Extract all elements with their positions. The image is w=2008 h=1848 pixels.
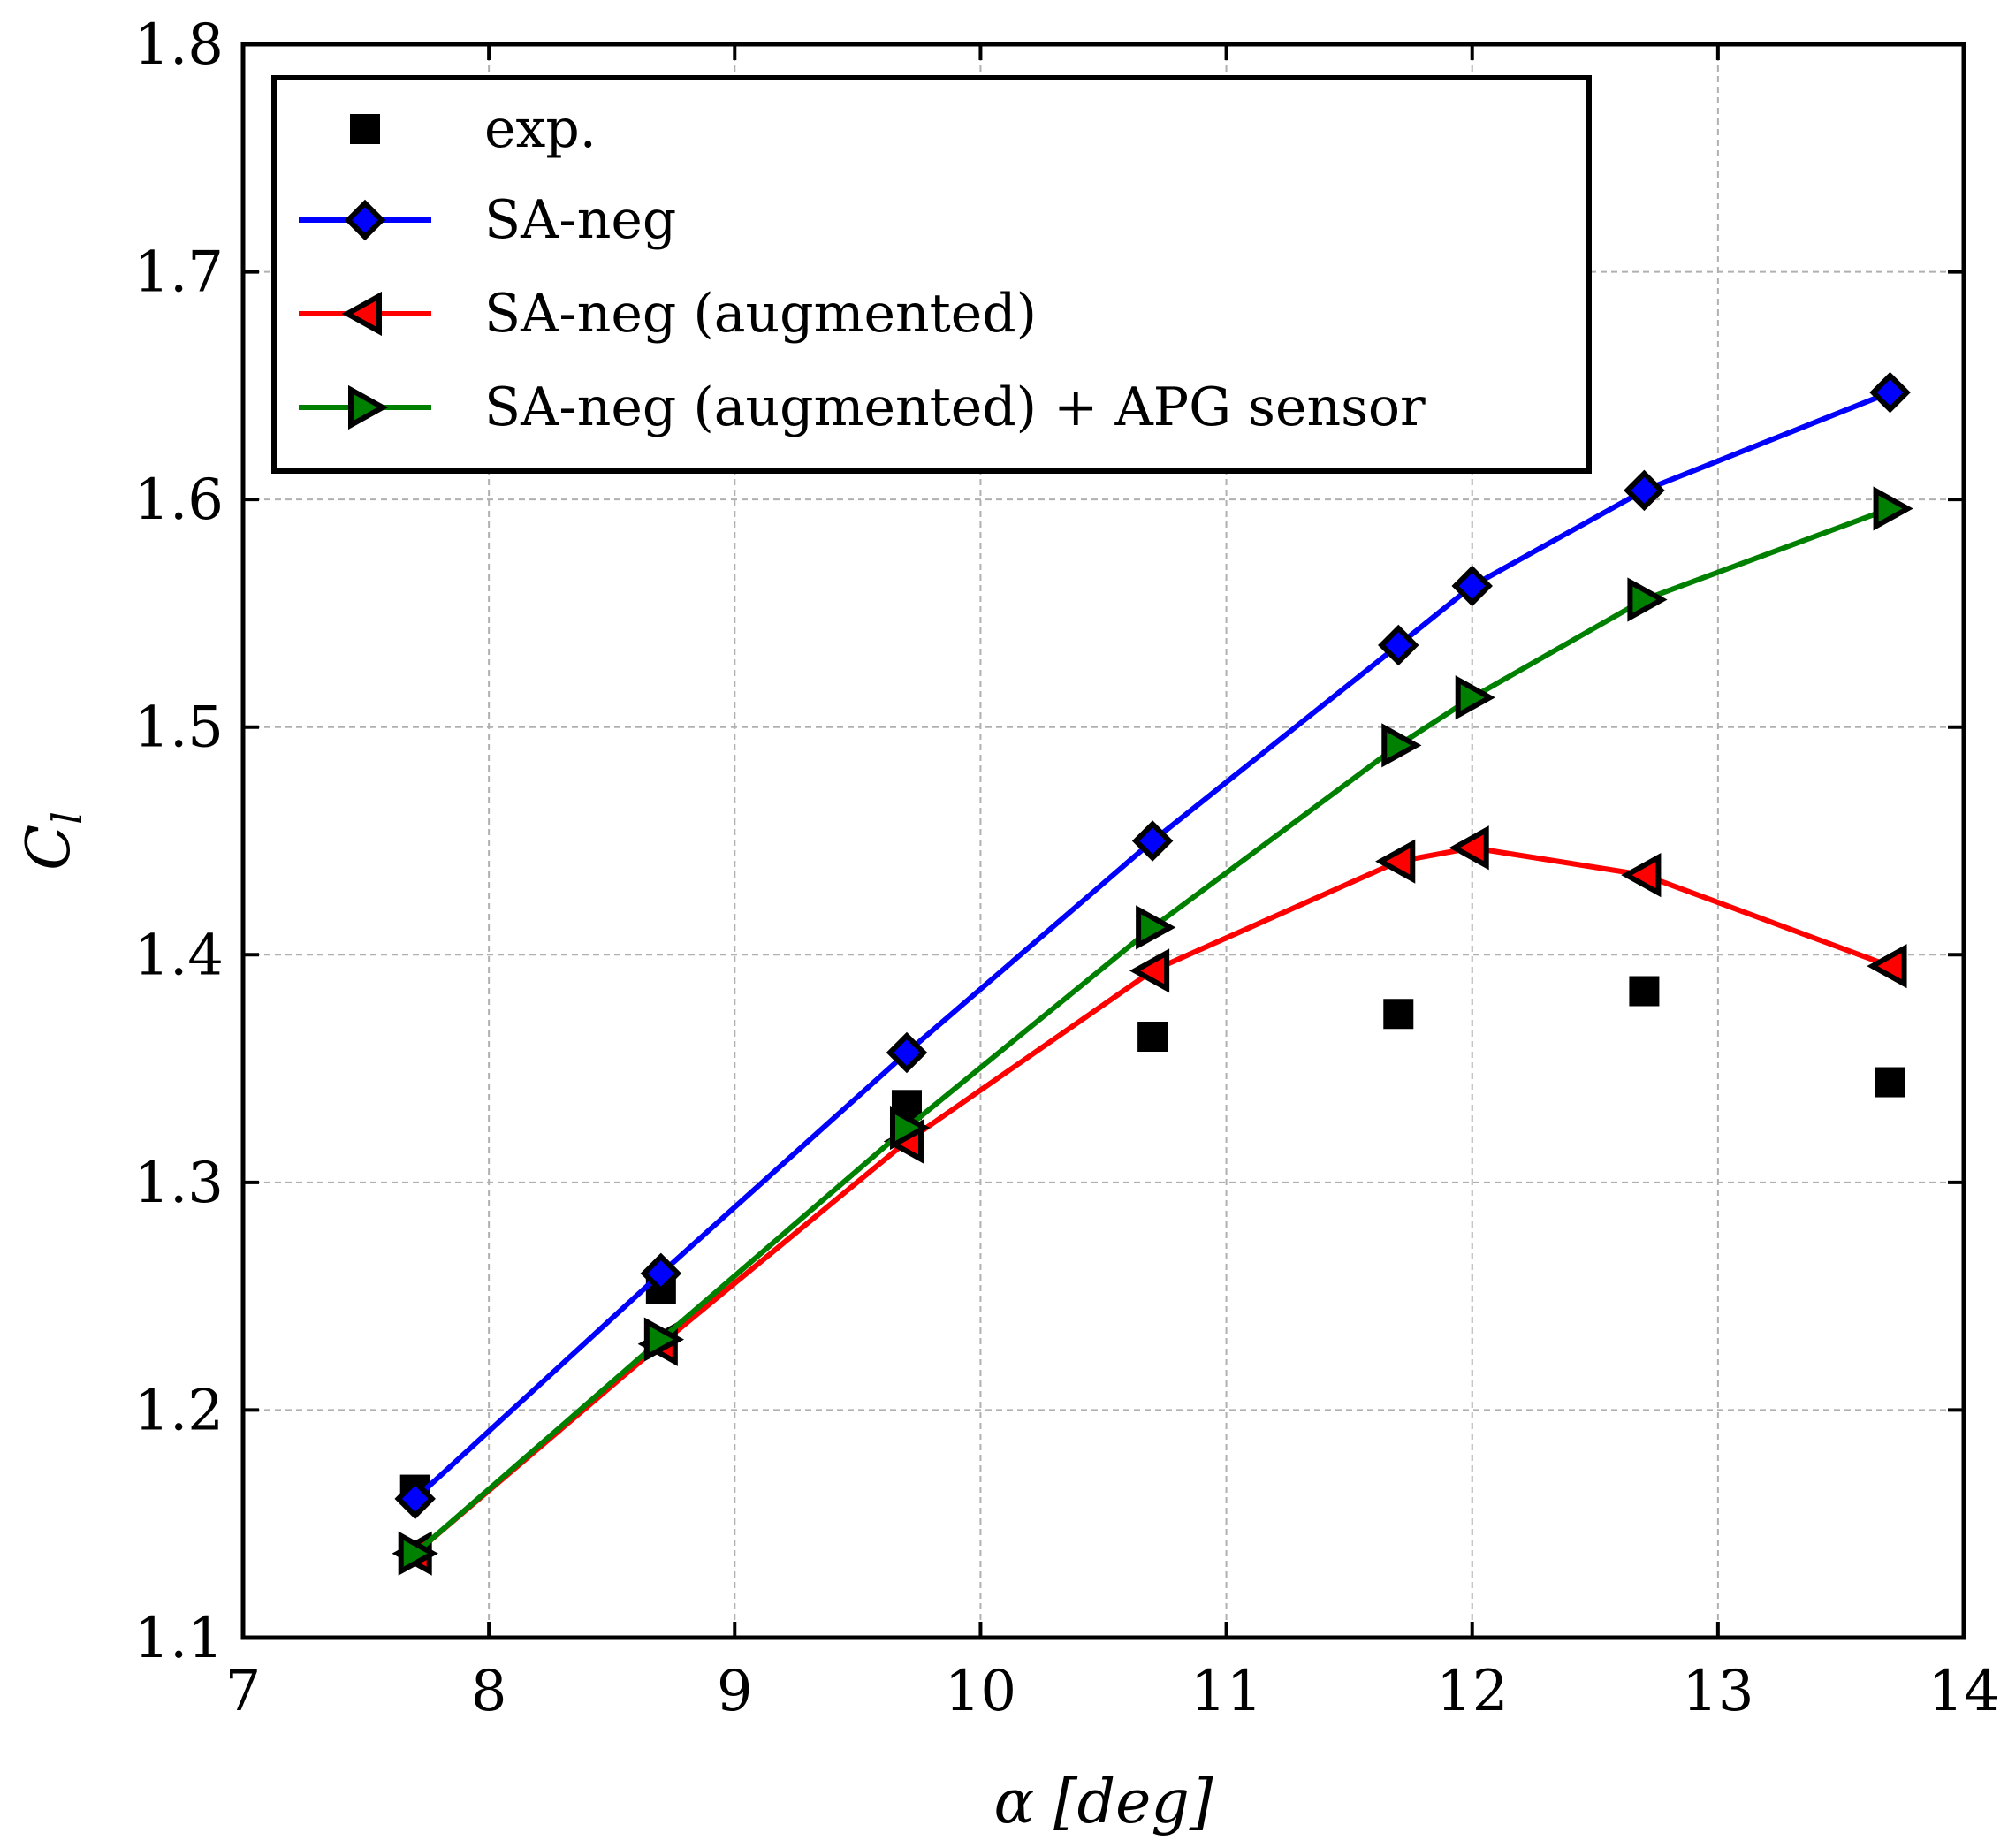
point-sa-neg-augmented [1621, 853, 1662, 898]
series-line-sa-neg-augmented-apg-sensor [413, 506, 1891, 1555]
legend-marker-exp [350, 114, 380, 144]
x-tick-label: 13 [1682, 1659, 1753, 1724]
tick-marks [241, 42, 1966, 1639]
y-tick-labels: 1.1 1.2 1.3 1.4 1.5 1.6 1.7 1.8 [133, 12, 224, 1671]
point-sa-neg [640, 1252, 682, 1295]
point-sa-neg-augmented-apg-sensor [889, 1105, 931, 1151]
x-tick-label: 10 [945, 1659, 1016, 1724]
x-tick-label: 7 [225, 1659, 262, 1724]
legend-label: exp. [484, 98, 597, 160]
series-line-sa-neg-augmented [413, 845, 1891, 1555]
series-sa-neg [394, 371, 1911, 1520]
x-tick-label: 8 [471, 1659, 507, 1724]
point-sa-neg-augmented-apg-sensor [643, 1317, 685, 1362]
x-tick-label: 12 [1436, 1659, 1508, 1724]
point-sa-neg [1131, 820, 1174, 862]
y-tick-label: 1.3 [133, 1151, 224, 1216]
y-tick-label: 1.4 [133, 923, 224, 988]
point-exp [1137, 1022, 1168, 1053]
legend-marker-sa-neg-augmented-apg-sensor [348, 384, 389, 430]
y-tick-label: 1.1 [133, 1606, 224, 1671]
point-sa-neg-augmented [1375, 839, 1416, 884]
legend-label: SA-neg (augmented) [484, 283, 1037, 345]
x-tick-label: 9 [717, 1659, 753, 1724]
point-sa-neg [1378, 624, 1419, 666]
legend: exp. SA-neg SA-neg (augmented) SA-neg (augm… [271, 75, 1592, 474]
series-sa-neg-augmented-apg-sensor [398, 486, 1913, 1576]
series-line-sa-neg [413, 390, 1891, 1502]
legend-entry-sa-neg-augmented-apg-sensor: SA-neg (augmented) + APG sensor [299, 376, 1426, 438]
point-sa-neg-augmented-apg-sensor [1627, 577, 1668, 622]
legend-box [271, 75, 1592, 474]
series-layer [392, 371, 1913, 1576]
point-sa-neg [1451, 565, 1493, 607]
point-sa-neg [886, 1031, 928, 1074]
y-tick-label: 1.8 [133, 12, 224, 78]
y-tick-label: 1.5 [133, 696, 224, 761]
x-tick-labels: 7 8 9 10 11 12 13 14 [225, 1659, 2000, 1724]
point-exp [1875, 1067, 1905, 1098]
y-tick-label: 1.2 [133, 1378, 224, 1443]
point-sa-neg-augmented [1449, 825, 1489, 871]
legend-entry-sa-neg: SA-neg [299, 189, 676, 251]
y-axis-label: Cl [14, 811, 91, 871]
y-axis-label-subscript: l [43, 811, 91, 825]
point-sa-neg-augmented-apg-sensor [1455, 675, 1495, 720]
y-tick-label: 1.7 [133, 240, 224, 306]
point-sa-neg-augmented-apg-sensor [398, 1531, 438, 1576]
point-sa-neg-augmented-apg-sensor [1136, 905, 1176, 950]
legend-entry-sa-neg-augmented: SA-neg (augmented) [299, 283, 1037, 345]
legend-marker-sa-neg [344, 199, 386, 241]
legend-label: SA-neg (augmented) + APG sensor [484, 376, 1426, 438]
legend-label: SA-neg [484, 189, 676, 251]
point-sa-neg-augmented [1867, 944, 1907, 989]
point-sa-neg [394, 1478, 436, 1520]
y-axis-label-main: C [14, 825, 84, 871]
point-sa-neg-augmented [1129, 948, 1170, 993]
legend-entry-exp: exp. [350, 98, 597, 160]
legend-marker-sa-neg-augmented [341, 291, 382, 337]
point-sa-neg [1869, 371, 1911, 414]
point-sa-neg-augmented-apg-sensor [1381, 723, 1422, 768]
point-sa-neg-augmented-apg-sensor [1873, 486, 1913, 531]
point-exp [1629, 976, 1660, 1007]
point-exp [1383, 999, 1414, 1030]
x-tick-label: 11 [1190, 1659, 1262, 1724]
x-axis-label: α [deg] [994, 1768, 1213, 1837]
x-tick-label: 14 [1928, 1659, 1999, 1724]
point-sa-neg [1624, 469, 1665, 512]
y-tick-label: 1.6 [133, 468, 224, 533]
plot-frame [240, 42, 1966, 1640]
